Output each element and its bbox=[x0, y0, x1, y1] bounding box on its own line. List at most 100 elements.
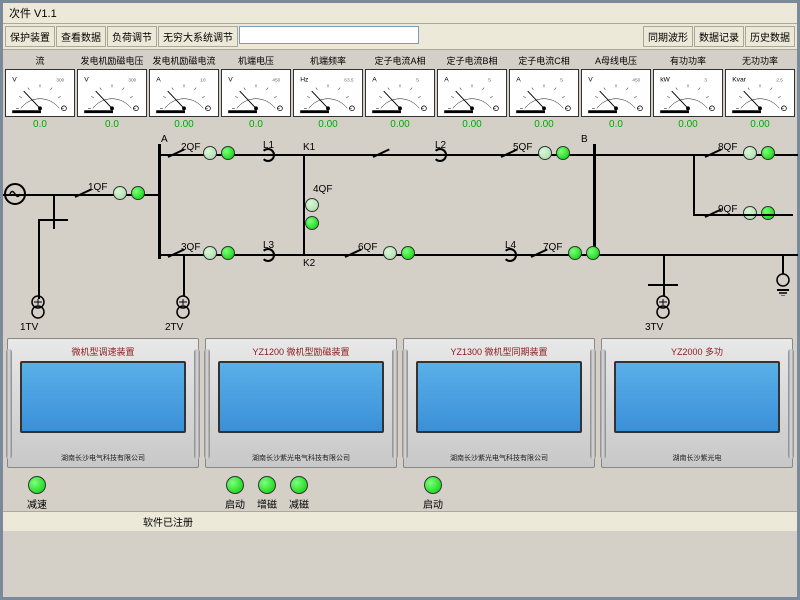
meter-value: 0.00 bbox=[678, 119, 697, 130]
breaker-led[interactable] bbox=[761, 146, 775, 160]
diagram-label: B bbox=[581, 134, 588, 145]
device-company: 湖南长沙紫光电气科技有限公司 bbox=[450, 453, 548, 463]
breaker-led[interactable] bbox=[401, 246, 415, 260]
breaker-led[interactable] bbox=[221, 246, 235, 260]
breaker-led[interactable] bbox=[305, 198, 319, 212]
diagram-label: 1TV bbox=[20, 322, 38, 333]
meter-gauge: A 5 bbox=[437, 69, 507, 117]
meter-value: 0.0 bbox=[105, 119, 119, 130]
diagram-label: 8QF bbox=[718, 142, 737, 153]
diagram-label: 2QF bbox=[181, 142, 200, 153]
meter-label: 机端频率 bbox=[310, 54, 346, 67]
svg-text:63.5: 63.5 bbox=[344, 78, 354, 84]
device-screen bbox=[614, 361, 780, 433]
meter-gauge: A 5 bbox=[365, 69, 435, 117]
breaker-led[interactable] bbox=[568, 246, 582, 260]
meter-value: 0.0 bbox=[609, 119, 623, 130]
meter-value: 0.00 bbox=[318, 119, 337, 130]
svg-text:Kvar: Kvar bbox=[732, 77, 747, 84]
breaker-led[interactable] bbox=[586, 246, 600, 260]
svg-text:300: 300 bbox=[128, 78, 136, 84]
device-panel[interactable]: YZ1300 微机型同期装置 湖南长沙紫光电气科技有限公司 bbox=[403, 338, 595, 468]
control-label: 启动 bbox=[225, 496, 245, 511]
meter-row: 流 V 300 0.0 发电机励磁电压 V 300 0.0 发电机励磁电流 A bbox=[3, 50, 797, 134]
meter-gauge: kW 3 bbox=[653, 69, 723, 117]
svg-text:V: V bbox=[84, 77, 89, 84]
diagram-label: 6QF bbox=[358, 242, 377, 253]
btn-history[interactable]: 历史数据 bbox=[745, 26, 795, 47]
control-led bbox=[424, 476, 442, 494]
control-label: 减速 bbox=[27, 496, 47, 511]
control-button[interactable]: 启动 bbox=[225, 476, 245, 511]
breaker-led[interactable] bbox=[761, 206, 775, 220]
meter-value: 0.00 bbox=[750, 119, 769, 130]
control-button[interactable]: 减速 bbox=[27, 476, 47, 511]
svg-text:5: 5 bbox=[488, 78, 491, 84]
svg-text:300: 300 bbox=[56, 78, 64, 84]
device-title: YZ1200 微机型励磁装置 bbox=[252, 345, 349, 358]
control-button[interactable]: 减磁 bbox=[289, 476, 309, 511]
svg-text:3: 3 bbox=[704, 78, 707, 84]
title-bar: 次件 V1.1 bbox=[3, 3, 797, 24]
toolbar: 保护装置 查看数据 负荷调节 无穷大系统调节 同期波形 数据记录 历史数据 bbox=[3, 24, 797, 50]
diagram-label: 3QF bbox=[181, 242, 200, 253]
svg-text:A: A bbox=[444, 77, 449, 84]
meter-label: 发电机励磁电压 bbox=[80, 54, 143, 67]
device-company: 湖南长沙紫光电气科技有限公司 bbox=[252, 453, 350, 463]
btn-view-data[interactable]: 查看数据 bbox=[56, 26, 106, 47]
device-screen bbox=[218, 361, 384, 433]
meter-gauge: Kvar 2.5 bbox=[725, 69, 795, 117]
control-row: 减速启动增磁减磁启动 bbox=[3, 472, 797, 511]
device-panel[interactable]: YZ2000 多功 湖南长沙紫光电 bbox=[601, 338, 793, 468]
diagram-label: L1 bbox=[263, 140, 274, 151]
breaker-led[interactable] bbox=[743, 146, 757, 160]
meter-gauge: V 300 bbox=[77, 69, 147, 117]
diagram-label: K1 bbox=[303, 142, 315, 153]
meter-value: 0.0 bbox=[249, 119, 263, 130]
control-button[interactable]: 增磁 bbox=[257, 476, 277, 511]
control-button[interactable]: 启动 bbox=[423, 476, 443, 511]
breaker-led[interactable] bbox=[383, 246, 397, 260]
breaker-led[interactable] bbox=[556, 146, 570, 160]
btn-infinite-sys[interactable]: 无穷大系统调节 bbox=[158, 26, 238, 47]
meter-label: 定子电流A相 bbox=[374, 54, 425, 67]
diagram-label: L3 bbox=[263, 240, 274, 251]
breaker-led[interactable] bbox=[203, 146, 217, 160]
meter-label: 发电机励磁电流 bbox=[152, 54, 215, 67]
svg-text:V: V bbox=[588, 77, 593, 84]
btn-data-record[interactable]: 数据记录 bbox=[694, 26, 744, 47]
diagram-label: 1QF bbox=[88, 182, 107, 193]
breaker-led[interactable] bbox=[131, 186, 145, 200]
device-title: YZ1300 微机型同期装置 bbox=[450, 345, 547, 358]
diagram-label: K2 bbox=[303, 258, 315, 269]
breaker-led[interactable] bbox=[221, 146, 235, 160]
btn-protection[interactable]: 保护装置 bbox=[5, 26, 55, 47]
btn-load-adjust[interactable]: 负荷调节 bbox=[107, 26, 157, 47]
device-panel[interactable]: YZ1200 微机型励磁装置 湖南长沙紫光电气科技有限公司 bbox=[205, 338, 397, 468]
svg-text:A: A bbox=[156, 77, 161, 84]
device-row: 微机型调速装置 湖南长沙电气科技有限公司 YZ1200 微机型励磁装置 湖南长沙… bbox=[3, 334, 797, 472]
btn-sync-wave[interactable]: 同期波形 bbox=[643, 26, 693, 47]
device-company: 湖南长沙紫光电 bbox=[673, 453, 722, 463]
meter-label: 有功功率 bbox=[670, 54, 706, 67]
meter-label: 机端电压 bbox=[238, 54, 274, 67]
device-panel[interactable]: 微机型调速装置 湖南长沙电气科技有限公司 bbox=[7, 338, 199, 468]
control-led bbox=[258, 476, 276, 494]
meter-gauge: Hz 63.5 bbox=[293, 69, 363, 117]
breaker-led[interactable] bbox=[203, 246, 217, 260]
meter-label: 流 bbox=[35, 54, 44, 67]
svg-text:450: 450 bbox=[632, 78, 640, 84]
svg-text:5: 5 bbox=[416, 78, 419, 84]
diagram-label: 4QF bbox=[313, 184, 332, 195]
svg-text:5: 5 bbox=[560, 78, 563, 84]
control-led bbox=[28, 476, 46, 494]
breaker-led[interactable] bbox=[538, 146, 552, 160]
breaker-led[interactable] bbox=[113, 186, 127, 200]
meter-gauge: A 5 bbox=[509, 69, 579, 117]
single-line-diagram: AB1QF2QFL1K14QFL25QF8QF3QFL3K26QFL47QF9Q… bbox=[3, 134, 797, 334]
toolbar-input[interactable] bbox=[239, 26, 419, 44]
svg-text:Hz: Hz bbox=[300, 77, 309, 84]
device-screen bbox=[416, 361, 582, 433]
breaker-led[interactable] bbox=[743, 206, 757, 220]
breaker-led[interactable] bbox=[305, 216, 319, 230]
